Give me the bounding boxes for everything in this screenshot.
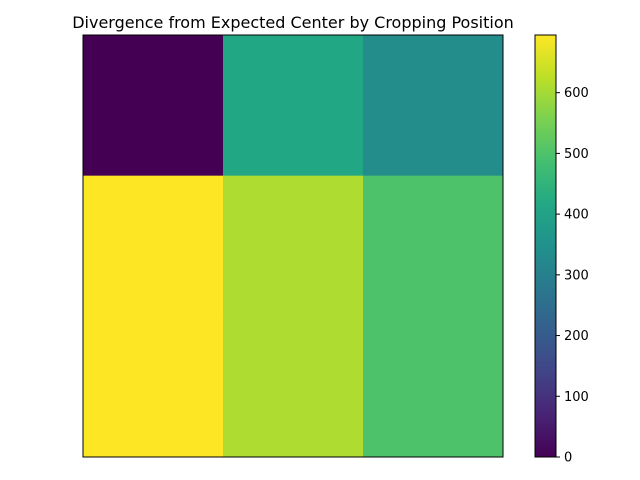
colorbar-tick-label: 0 — [564, 451, 572, 466]
colorbar-tick-label: 100 — [564, 390, 589, 405]
heatmap-cell — [223, 175, 364, 317]
chart-title: Divergence from Expected Center by Cropp… — [72, 13, 514, 32]
colorbar-tick-label: 400 — [564, 208, 589, 223]
heatmap-cell — [363, 175, 504, 317]
colorbar-tick-label: 500 — [564, 147, 589, 162]
colorbar-ticks: 0 100 200 300 400 500 600 — [556, 86, 589, 466]
heatmap-cell — [363, 35, 504, 177]
heatmap-cell — [83, 35, 224, 177]
colorbar — [534, 34, 557, 458]
heatmap-cell — [363, 316, 504, 458]
heatmap-cells — [83, 35, 504, 458]
colorbar-tick-label: 600 — [564, 86, 589, 101]
colorbar-tick-label: 200 — [564, 329, 589, 344]
heatmap-cell — [223, 316, 364, 458]
heatmap-cell — [83, 175, 224, 317]
colorbar-tick-label: 300 — [564, 268, 589, 283]
heatmap-cell — [223, 35, 364, 177]
heatmap-cell — [83, 316, 224, 458]
plot-frame — [82, 34, 504, 458]
